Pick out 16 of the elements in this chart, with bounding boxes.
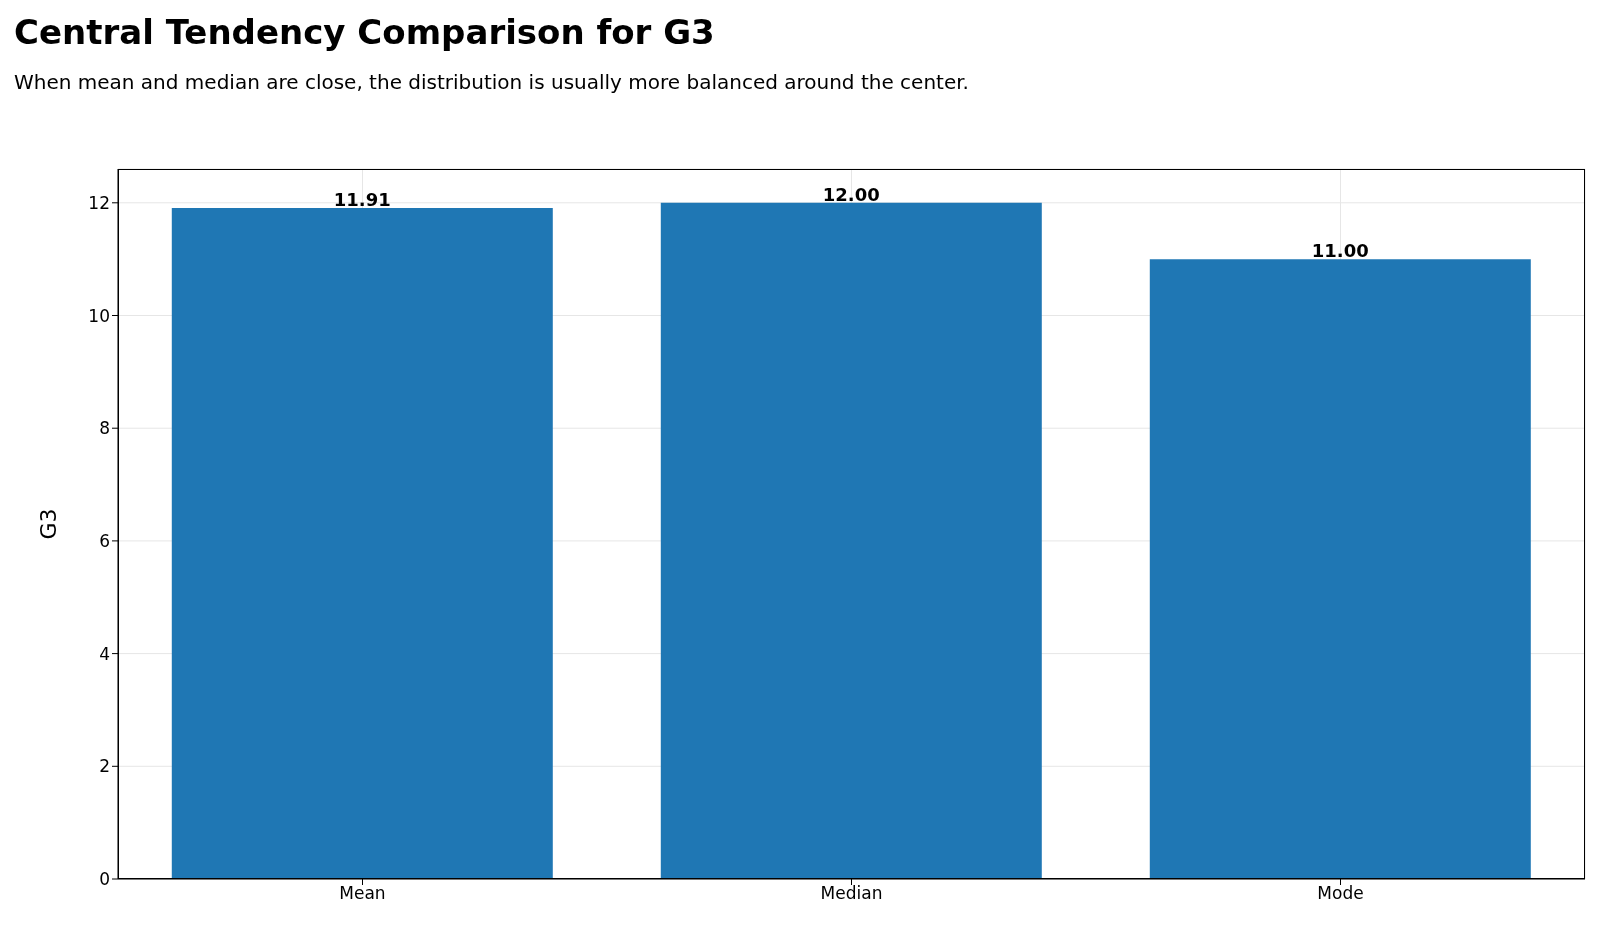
x-tick-label: Mode: [1317, 883, 1364, 904]
data-label: 11.91: [333, 188, 391, 210]
chart-subtitle: When mean and median are close, the distribution is usually more balanced around the center.: [14, 70, 969, 94]
y-tick-label: 0: [99, 869, 110, 890]
data-label: 11.00: [1311, 240, 1369, 262]
x-tick-label: Median: [820, 883, 883, 904]
x-tick-label: Mean: [339, 883, 386, 904]
y-tick-label: 4: [99, 643, 110, 664]
y-tick-label: 6: [99, 530, 110, 551]
y-tick-label: 10: [88, 305, 110, 326]
y-axis-title: G3: [35, 508, 61, 540]
y-tick-label: 2: [99, 756, 110, 777]
data-label: 12.00: [822, 183, 880, 205]
y-tick-label: 8: [99, 418, 110, 439]
chart-title: Central Tendency Comparison for G3: [14, 12, 715, 52]
y-tick-label: 12: [88, 192, 110, 213]
